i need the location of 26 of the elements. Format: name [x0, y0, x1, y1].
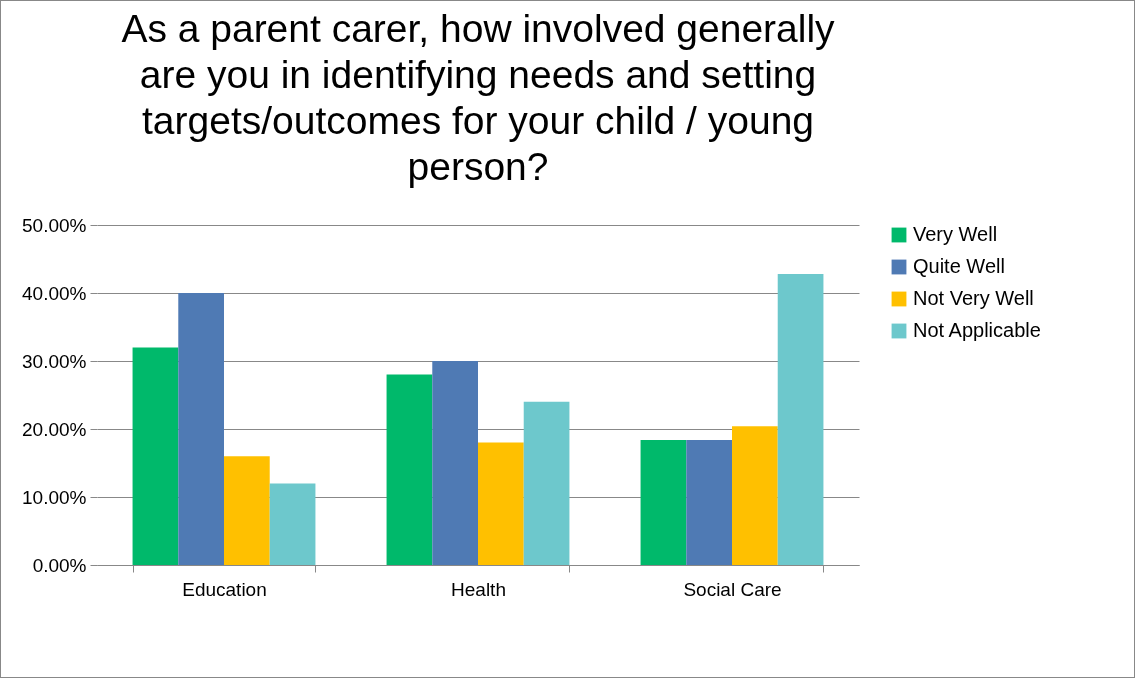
legend-label: Very Well	[913, 223, 998, 245]
x-tick-label: Health	[451, 578, 506, 600]
y-tick-label: 30.00%	[22, 350, 87, 372]
legend-label: Not Very Well	[913, 287, 1034, 309]
bar	[732, 426, 778, 565]
bar	[386, 374, 433, 565]
y-tick-label: 10.00%	[22, 486, 87, 508]
bar	[777, 273, 824, 565]
bar	[523, 401, 570, 565]
bar	[178, 293, 224, 565]
bar	[132, 347, 179, 565]
y-tick-label: 40.00%	[22, 282, 87, 304]
bar	[432, 361, 478, 565]
y-tick-label: 0.00%	[32, 554, 87, 576]
bar	[224, 456, 270, 565]
bar	[686, 439, 732, 565]
x-tick-label: Education	[182, 578, 267, 600]
legend-label: Not Applicable	[913, 319, 1041, 341]
bar	[269, 483, 316, 565]
chart-title: As a parent carer, how involved generally are you in identifying needs and setting targets/outcomes for your child / young person?	[121, 7, 836, 188]
legend-label: Quite Well	[913, 255, 1005, 277]
bar	[478, 442, 524, 565]
y-tick-label: 20.00%	[22, 418, 87, 440]
y-tick-label: 50.00%	[22, 214, 87, 236]
x-tick-label: Social Care	[683, 578, 782, 600]
bar	[640, 439, 687, 565]
